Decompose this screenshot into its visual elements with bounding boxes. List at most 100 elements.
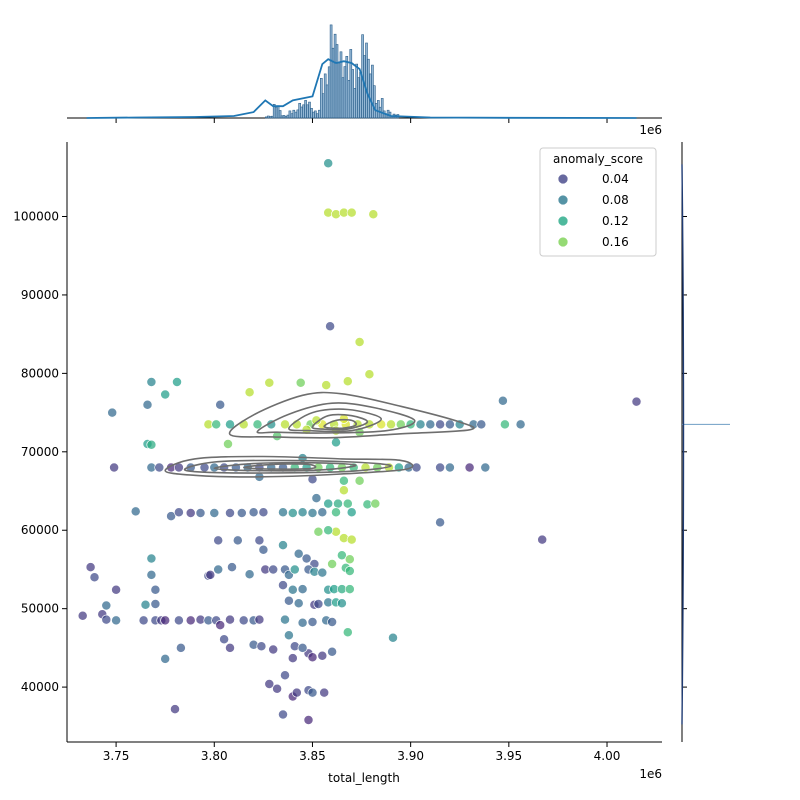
scatter-point	[321, 380, 332, 391]
scatter-point	[325, 462, 336, 473]
scatter-point	[313, 526, 324, 537]
scatter-point	[185, 615, 196, 626]
scatter-point	[160, 389, 171, 400]
scatter-point	[631, 396, 642, 407]
scatter-point	[307, 508, 318, 518]
legend-marker	[557, 194, 569, 206]
scatter-point	[293, 548, 304, 559]
scatter-point	[175, 642, 186, 653]
histogram-bar	[380, 98, 384, 119]
scatter-point	[238, 615, 249, 626]
scatter-point	[342, 376, 353, 387]
top-marginal	[67, 24, 662, 123]
histogram-bar	[278, 110, 282, 119]
scatter-point	[254, 614, 265, 625]
x-tick-label: 3.90	[397, 749, 424, 763]
scatter-point	[140, 599, 151, 610]
scatter-point	[248, 507, 259, 518]
y-tick-label: 90000	[21, 288, 59, 302]
scatter-point	[364, 369, 375, 380]
scatter-point	[138, 615, 149, 626]
scatter-point	[146, 553, 157, 564]
scatter-point	[111, 584, 122, 595]
y-tick-label: 40000	[21, 680, 59, 694]
scatter-point	[146, 569, 157, 580]
top-axis-multiplier: 1e6	[639, 123, 662, 137]
right-marginal	[681, 142, 730, 742]
scatter-point	[317, 650, 328, 661]
scatter-point	[336, 550, 347, 561]
scatter-point	[264, 377, 275, 388]
scatter-point	[101, 600, 112, 611]
scatter-point	[327, 617, 338, 627]
scatter-point	[287, 584, 298, 595]
x-tick-label: 3.85	[299, 749, 326, 763]
scatter-point	[338, 475, 349, 486]
scatter-point	[499, 419, 510, 430]
scatter-point	[354, 475, 365, 486]
scatter-point	[244, 569, 255, 580]
scatter-point	[254, 535, 265, 546]
scatter-point	[111, 615, 122, 626]
scatter-point	[444, 419, 455, 430]
scatter-point	[211, 419, 222, 430]
scatter-point	[344, 554, 355, 565]
scatter-point	[368, 209, 379, 220]
scatter-point	[160, 653, 171, 664]
scatter-point	[338, 485, 349, 496]
scatter-point	[346, 207, 357, 218]
scatter-point	[225, 614, 235, 625]
scatter-point	[173, 615, 184, 626]
main-plot-area: 3.75 3.80 3.85 3.90 3.95 4.00 40000 50000 60000 7…	[13, 142, 662, 763]
scatter-point	[342, 498, 353, 509]
scatter-point	[225, 642, 235, 653]
scatter-point	[376, 419, 387, 430]
y-tick-label: 60000	[21, 523, 59, 537]
scatter-point	[225, 419, 235, 430]
scatter-point	[346, 534, 357, 545]
kde-contour-line	[242, 463, 317, 470]
scatter-point	[236, 508, 247, 518]
scatter-point	[297, 642, 308, 653]
scatter-point	[287, 653, 298, 664]
scatter-point	[272, 683, 283, 694]
scatter-point	[154, 462, 165, 473]
scatter-point	[268, 644, 279, 655]
scatter-point	[268, 564, 279, 575]
scatter-point	[289, 564, 300, 575]
scatter-point	[319, 687, 330, 698]
legend-label: 0.12	[602, 214, 629, 228]
y-tick-label: 70000	[21, 445, 59, 459]
scatter-point	[166, 511, 177, 522]
scatter-point	[215, 399, 226, 410]
scatter-point	[130, 506, 141, 517]
scatter-point	[142, 399, 153, 410]
scatter-point	[293, 598, 304, 609]
scatter-point	[411, 462, 422, 473]
scatter-point	[327, 559, 338, 569]
scatter-point	[307, 652, 318, 663]
y-tick-label: 100000	[13, 210, 59, 224]
scatter-point	[258, 544, 269, 555]
scatter-point	[278, 709, 288, 720]
scatter-point	[344, 584, 355, 595]
scatter-point	[301, 553, 312, 564]
scatter-point	[232, 535, 243, 546]
scatter-point	[170, 704, 180, 715]
scatter-point	[425, 419, 436, 430]
scatter-points	[77, 158, 642, 725]
scatter-point	[323, 525, 334, 536]
scatter-point	[219, 462, 230, 473]
legend-marker	[557, 215, 569, 227]
scatter-point	[252, 419, 263, 430]
scatter-point	[388, 632, 398, 643]
x-tick-label: 3.95	[495, 749, 522, 763]
scatter-point	[331, 437, 341, 448]
scatter-point	[386, 419, 396, 430]
scatter-point	[464, 462, 475, 473]
scatter-point	[283, 630, 294, 641]
scatter-point	[215, 620, 226, 631]
legend-label: 0.08	[602, 193, 629, 207]
scatter-point	[244, 387, 255, 398]
